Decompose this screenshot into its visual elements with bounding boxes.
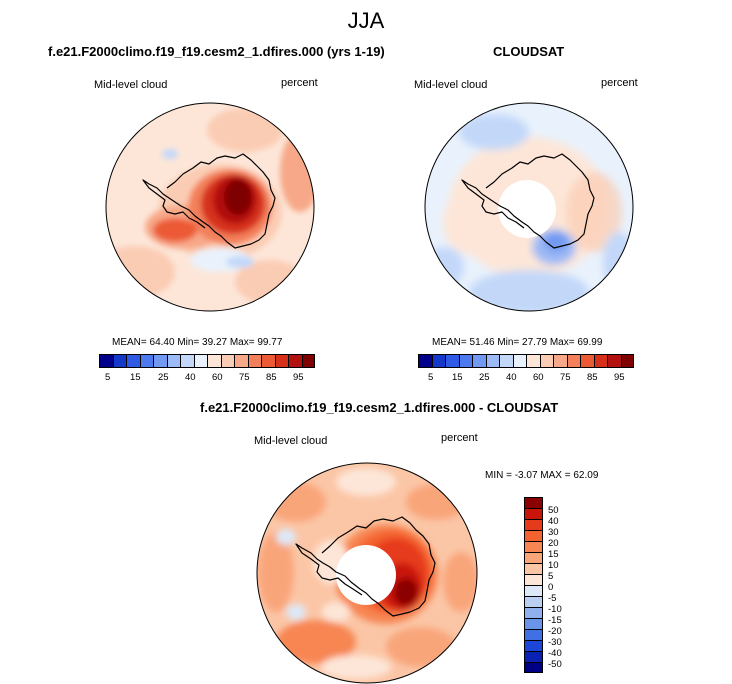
colorbar-tick-label: 40 bbox=[506, 372, 517, 383]
colorbar-diff-swatch bbox=[524, 596, 543, 608]
colorbar-abs-swatch bbox=[431, 354, 446, 368]
panel-diff-colorbar bbox=[524, 497, 543, 673]
colorbar-abs-swatch bbox=[153, 354, 168, 368]
colorbar-abs-swatch bbox=[593, 354, 608, 368]
colorbar-diff-swatch bbox=[524, 585, 543, 597]
colorbar-diff-swatch bbox=[524, 552, 543, 564]
colorbar-abs-swatch bbox=[301, 354, 315, 368]
colorbar-diff-swatch bbox=[524, 629, 543, 641]
colorbar-tick-label: 95 bbox=[293, 372, 304, 383]
panel-diff-variable-label: Mid-level cloud bbox=[254, 435, 328, 447]
panel-model-units-label: percent bbox=[281, 77, 318, 89]
colorbar-diff-swatch bbox=[524, 519, 543, 531]
colorbar-tick-label: 40 bbox=[548, 516, 559, 527]
panel-diff-title: f.e21.F2000climo.f19_f19.cesm2_1.dfires.… bbox=[200, 400, 559, 415]
figure-title: JJA bbox=[347, 8, 385, 33]
colorbar-diff-swatch bbox=[524, 574, 543, 586]
colorbar-abs-swatch bbox=[499, 354, 514, 368]
colorbar-abs-swatch bbox=[512, 354, 527, 368]
colorbar-abs-swatch bbox=[99, 354, 114, 368]
colorbar-abs-swatch bbox=[220, 354, 235, 368]
colorbar-tick-label: 30 bbox=[548, 527, 559, 538]
colorbar-abs-swatch bbox=[607, 354, 622, 368]
colorbar-tick-label: 60 bbox=[212, 372, 223, 383]
colorbar-tick-label: 15 bbox=[130, 372, 141, 383]
colorbar-diff-swatch bbox=[524, 640, 543, 652]
colorbar-tick-label: -30 bbox=[548, 637, 562, 648]
colorbar-abs-swatch bbox=[458, 354, 473, 368]
panel-obs-stats: MEAN= 51.46 Min= 27.79 Max= 69.99 bbox=[432, 337, 603, 348]
colorbar-abs-swatch bbox=[288, 354, 303, 368]
colorbar-abs-swatch bbox=[485, 354, 500, 368]
colorbar-abs-swatch bbox=[566, 354, 581, 368]
colorbar-tick-label: 75 bbox=[239, 372, 250, 383]
colorbar-tick-label: 20 bbox=[548, 538, 559, 549]
colorbar-abs-swatch bbox=[553, 354, 568, 368]
colorbar-tick-label: -5 bbox=[548, 593, 557, 604]
colorbar-tick-label: -20 bbox=[548, 626, 562, 637]
colorbar-diff-swatch bbox=[524, 563, 543, 575]
colorbar-abs-swatch bbox=[472, 354, 487, 368]
colorbar-diff-swatch bbox=[524, 497, 543, 509]
colorbar-tick-label: 95 bbox=[614, 372, 625, 383]
colorbar-diff-swatch bbox=[524, 662, 543, 673]
colorbar-abs-swatch bbox=[274, 354, 289, 368]
colorbar-tick-label: 25 bbox=[158, 372, 169, 383]
colorbar-tick-label: 40 bbox=[185, 372, 196, 383]
colorbar-tick-label: 60 bbox=[533, 372, 544, 383]
panel-model-colorbar bbox=[99, 354, 315, 368]
colorbar-diff-swatch bbox=[524, 651, 543, 663]
panel-model-variable-label: Mid-level cloud bbox=[94, 79, 168, 91]
colorbar-diff-swatch bbox=[524, 508, 543, 520]
panel-obs-units-label: percent bbox=[601, 77, 638, 89]
colorbar-tick-label: -10 bbox=[548, 604, 562, 615]
colorbar-abs-swatch bbox=[526, 354, 541, 368]
panel-obs-map bbox=[424, 102, 634, 312]
colorbar-tick-label: 85 bbox=[587, 372, 598, 383]
colorbar-abs-swatch bbox=[539, 354, 554, 368]
panel-obs-colorbar bbox=[418, 354, 634, 368]
colorbar-abs-swatch bbox=[580, 354, 595, 368]
panel-model-stats: MEAN= 64.40 Min= 39.27 Max= 99.77 bbox=[112, 337, 283, 348]
colorbar-tick-label: 5 bbox=[548, 571, 554, 582]
colorbar-abs-swatch bbox=[166, 354, 181, 368]
colorbar-abs-swatch bbox=[234, 354, 249, 368]
colorbar-tick-label: 75 bbox=[560, 372, 571, 383]
colorbar-diff-swatch bbox=[524, 618, 543, 630]
panel-obs-title: CLOUDSAT bbox=[493, 44, 565, 59]
panel-model-map bbox=[105, 102, 315, 312]
colorbar-tick-label: 5 bbox=[105, 372, 111, 383]
colorbar-abs-swatch bbox=[418, 354, 433, 368]
colorbar-diff-swatch bbox=[524, 607, 543, 619]
colorbar-abs-swatch bbox=[180, 354, 195, 368]
colorbar-tick-label: 0 bbox=[548, 582, 554, 593]
colorbar-diff-swatch bbox=[524, 541, 543, 553]
colorbar-abs-swatch bbox=[620, 354, 634, 368]
colorbar-tick-label: 85 bbox=[266, 372, 277, 383]
panel-diff-stats: MIN = -3.07 MAX = 62.09 bbox=[485, 470, 599, 481]
colorbar-abs-swatch bbox=[247, 354, 262, 368]
colorbar-tick-label: 10 bbox=[548, 560, 559, 571]
colorbar-abs-swatch bbox=[112, 354, 127, 368]
colorbar-tick-label: 15 bbox=[452, 372, 463, 383]
colorbar-abs-swatch bbox=[261, 354, 276, 368]
colorbar-tick-label: -40 bbox=[548, 648, 562, 659]
colorbar-tick-label: 50 bbox=[548, 505, 559, 516]
colorbar-abs-swatch bbox=[126, 354, 141, 368]
colorbar-tick-label: 25 bbox=[479, 372, 490, 383]
colorbar-tick-label: 5 bbox=[428, 372, 434, 383]
panel-diff-map bbox=[256, 462, 478, 684]
panel-obs-variable-label: Mid-level cloud bbox=[414, 79, 488, 91]
colorbar-tick-label: -15 bbox=[548, 615, 562, 626]
colorbar-abs-swatch bbox=[193, 354, 208, 368]
colorbar-abs-swatch bbox=[445, 354, 460, 368]
colorbar-abs-swatch bbox=[139, 354, 154, 368]
colorbar-diff-swatch bbox=[524, 530, 543, 542]
colorbar-tick-label: 15 bbox=[548, 549, 559, 560]
panel-diff-units-label: percent bbox=[441, 432, 478, 444]
colorbar-abs-swatch bbox=[207, 354, 222, 368]
panel-model-title: f.e21.F2000climo.f19_f19.cesm2_1.dfires.… bbox=[48, 44, 385, 59]
colorbar-tick-label: -50 bbox=[548, 659, 562, 670]
